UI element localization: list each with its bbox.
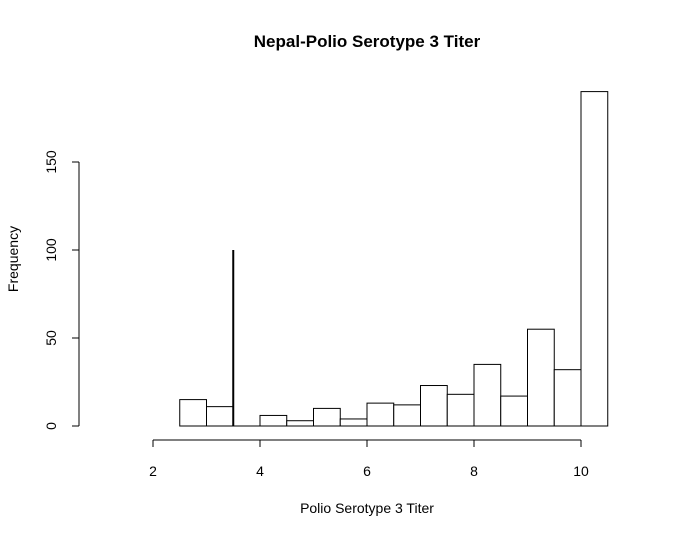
histogram-bar xyxy=(313,407,341,427)
x-tick-label: 10 xyxy=(573,463,589,479)
x-tick-label: 6 xyxy=(363,463,371,479)
y-tick-label: 50 xyxy=(43,330,59,346)
histogram-bar xyxy=(393,404,421,427)
y-axis-label: Frequency xyxy=(5,226,21,292)
histogram-bar xyxy=(580,91,609,427)
x-tick-label: 4 xyxy=(256,463,264,479)
histogram-bar xyxy=(366,402,395,427)
histogram-bar xyxy=(179,399,207,427)
histogram-bar xyxy=(527,328,555,427)
chart-title: Nepal-Polio Serotype 3 Titer xyxy=(254,32,481,51)
histogram-bar xyxy=(259,414,288,427)
y-tick-label: 100 xyxy=(43,238,59,262)
histogram-bar xyxy=(500,395,528,427)
histogram-bar xyxy=(553,369,582,427)
x-axis-label: Polio Serotype 3 Titer xyxy=(300,500,434,516)
x-tick-label: 8 xyxy=(470,463,478,479)
y-tick-label: 150 xyxy=(43,150,59,174)
y-axis: 0 50 100 150 xyxy=(43,150,80,430)
histogram-bar xyxy=(339,418,368,427)
histogram-bar xyxy=(473,363,502,427)
x-tick-label: 2 xyxy=(149,463,157,479)
x-axis: 2 4 6 8 10 xyxy=(149,439,589,479)
bars-group xyxy=(179,91,609,427)
histogram-bar xyxy=(206,406,234,427)
y-tick-label: 0 xyxy=(43,422,59,430)
histogram-bar xyxy=(446,393,475,427)
histogram-bar xyxy=(420,385,448,427)
histogram-bar xyxy=(286,420,314,427)
